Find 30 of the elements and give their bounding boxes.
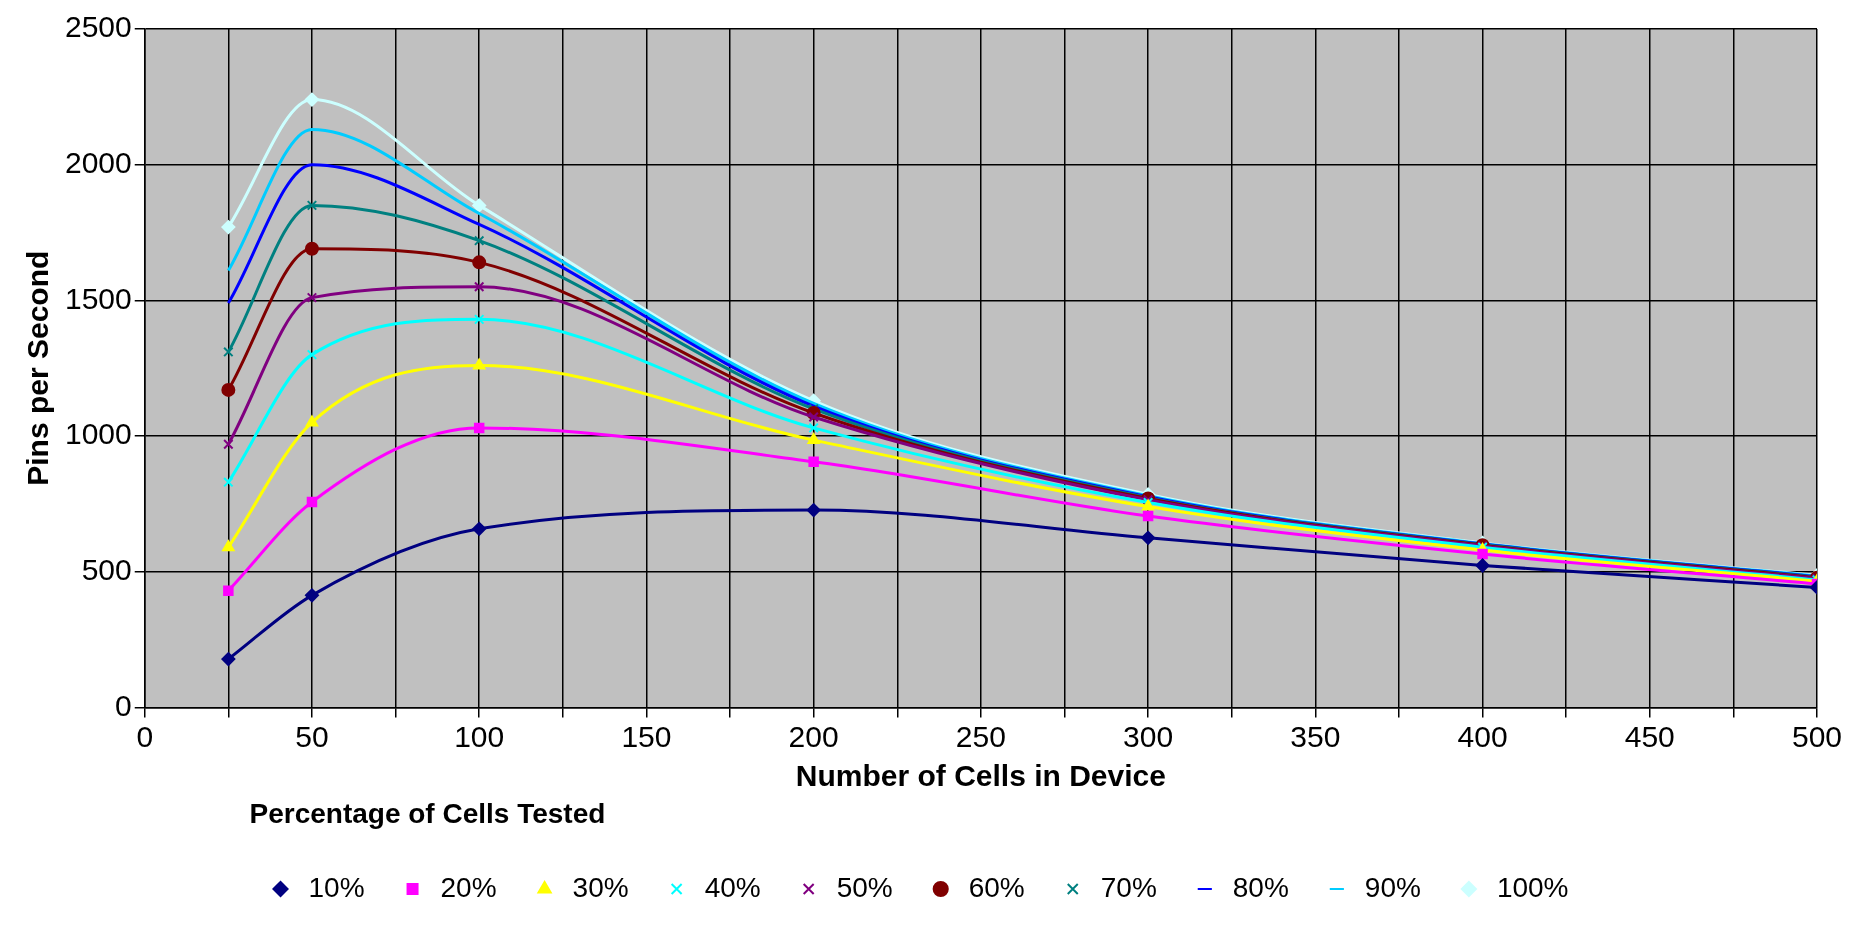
x-tick-label: 400 — [1457, 719, 1508, 753]
legend-label: 30% — [572, 871, 629, 903]
legend-label: 10% — [308, 871, 365, 903]
legend-label: 60% — [968, 871, 1025, 903]
y-axis-title: Pins per Second — [21, 250, 55, 486]
legend-title: Percentage of Cells Tested — [249, 798, 606, 830]
legend-label: 100% — [1496, 871, 1569, 903]
x-tick-label: 350 — [1290, 719, 1341, 753]
x-axis-title: Number of Cells in Device — [795, 758, 1166, 792]
x-tick-label: 0 — [136, 719, 154, 753]
y-tick-label: 1500 — [64, 281, 132, 315]
y-tick-label: 1000 — [64, 417, 132, 451]
x-tick-label: 300 — [1123, 719, 1174, 753]
y-tick-label: 500 — [81, 552, 132, 586]
legend-label: 90% — [1364, 871, 1421, 903]
x-tick-label: 450 — [1624, 719, 1675, 753]
legend-label: 70% — [1100, 871, 1157, 903]
x-tick-label: 250 — [955, 719, 1006, 753]
x-tick-label: 50 — [295, 719, 329, 753]
y-tick-label: 0 — [115, 688, 132, 722]
legend-label: 50% — [836, 871, 893, 903]
x-tick-label: 150 — [621, 719, 672, 753]
x-tick-label: 100 — [454, 719, 505, 753]
legend-label: 20% — [440, 871, 497, 903]
x-tick-label: 200 — [788, 719, 839, 753]
y-tick-label: 2500 — [64, 10, 132, 44]
legend-label: 80% — [1232, 871, 1289, 903]
x-tick-label: 500 — [1791, 719, 1843, 753]
y-tick-label: 2000 — [64, 145, 132, 179]
legend-label: 40% — [704, 871, 761, 903]
